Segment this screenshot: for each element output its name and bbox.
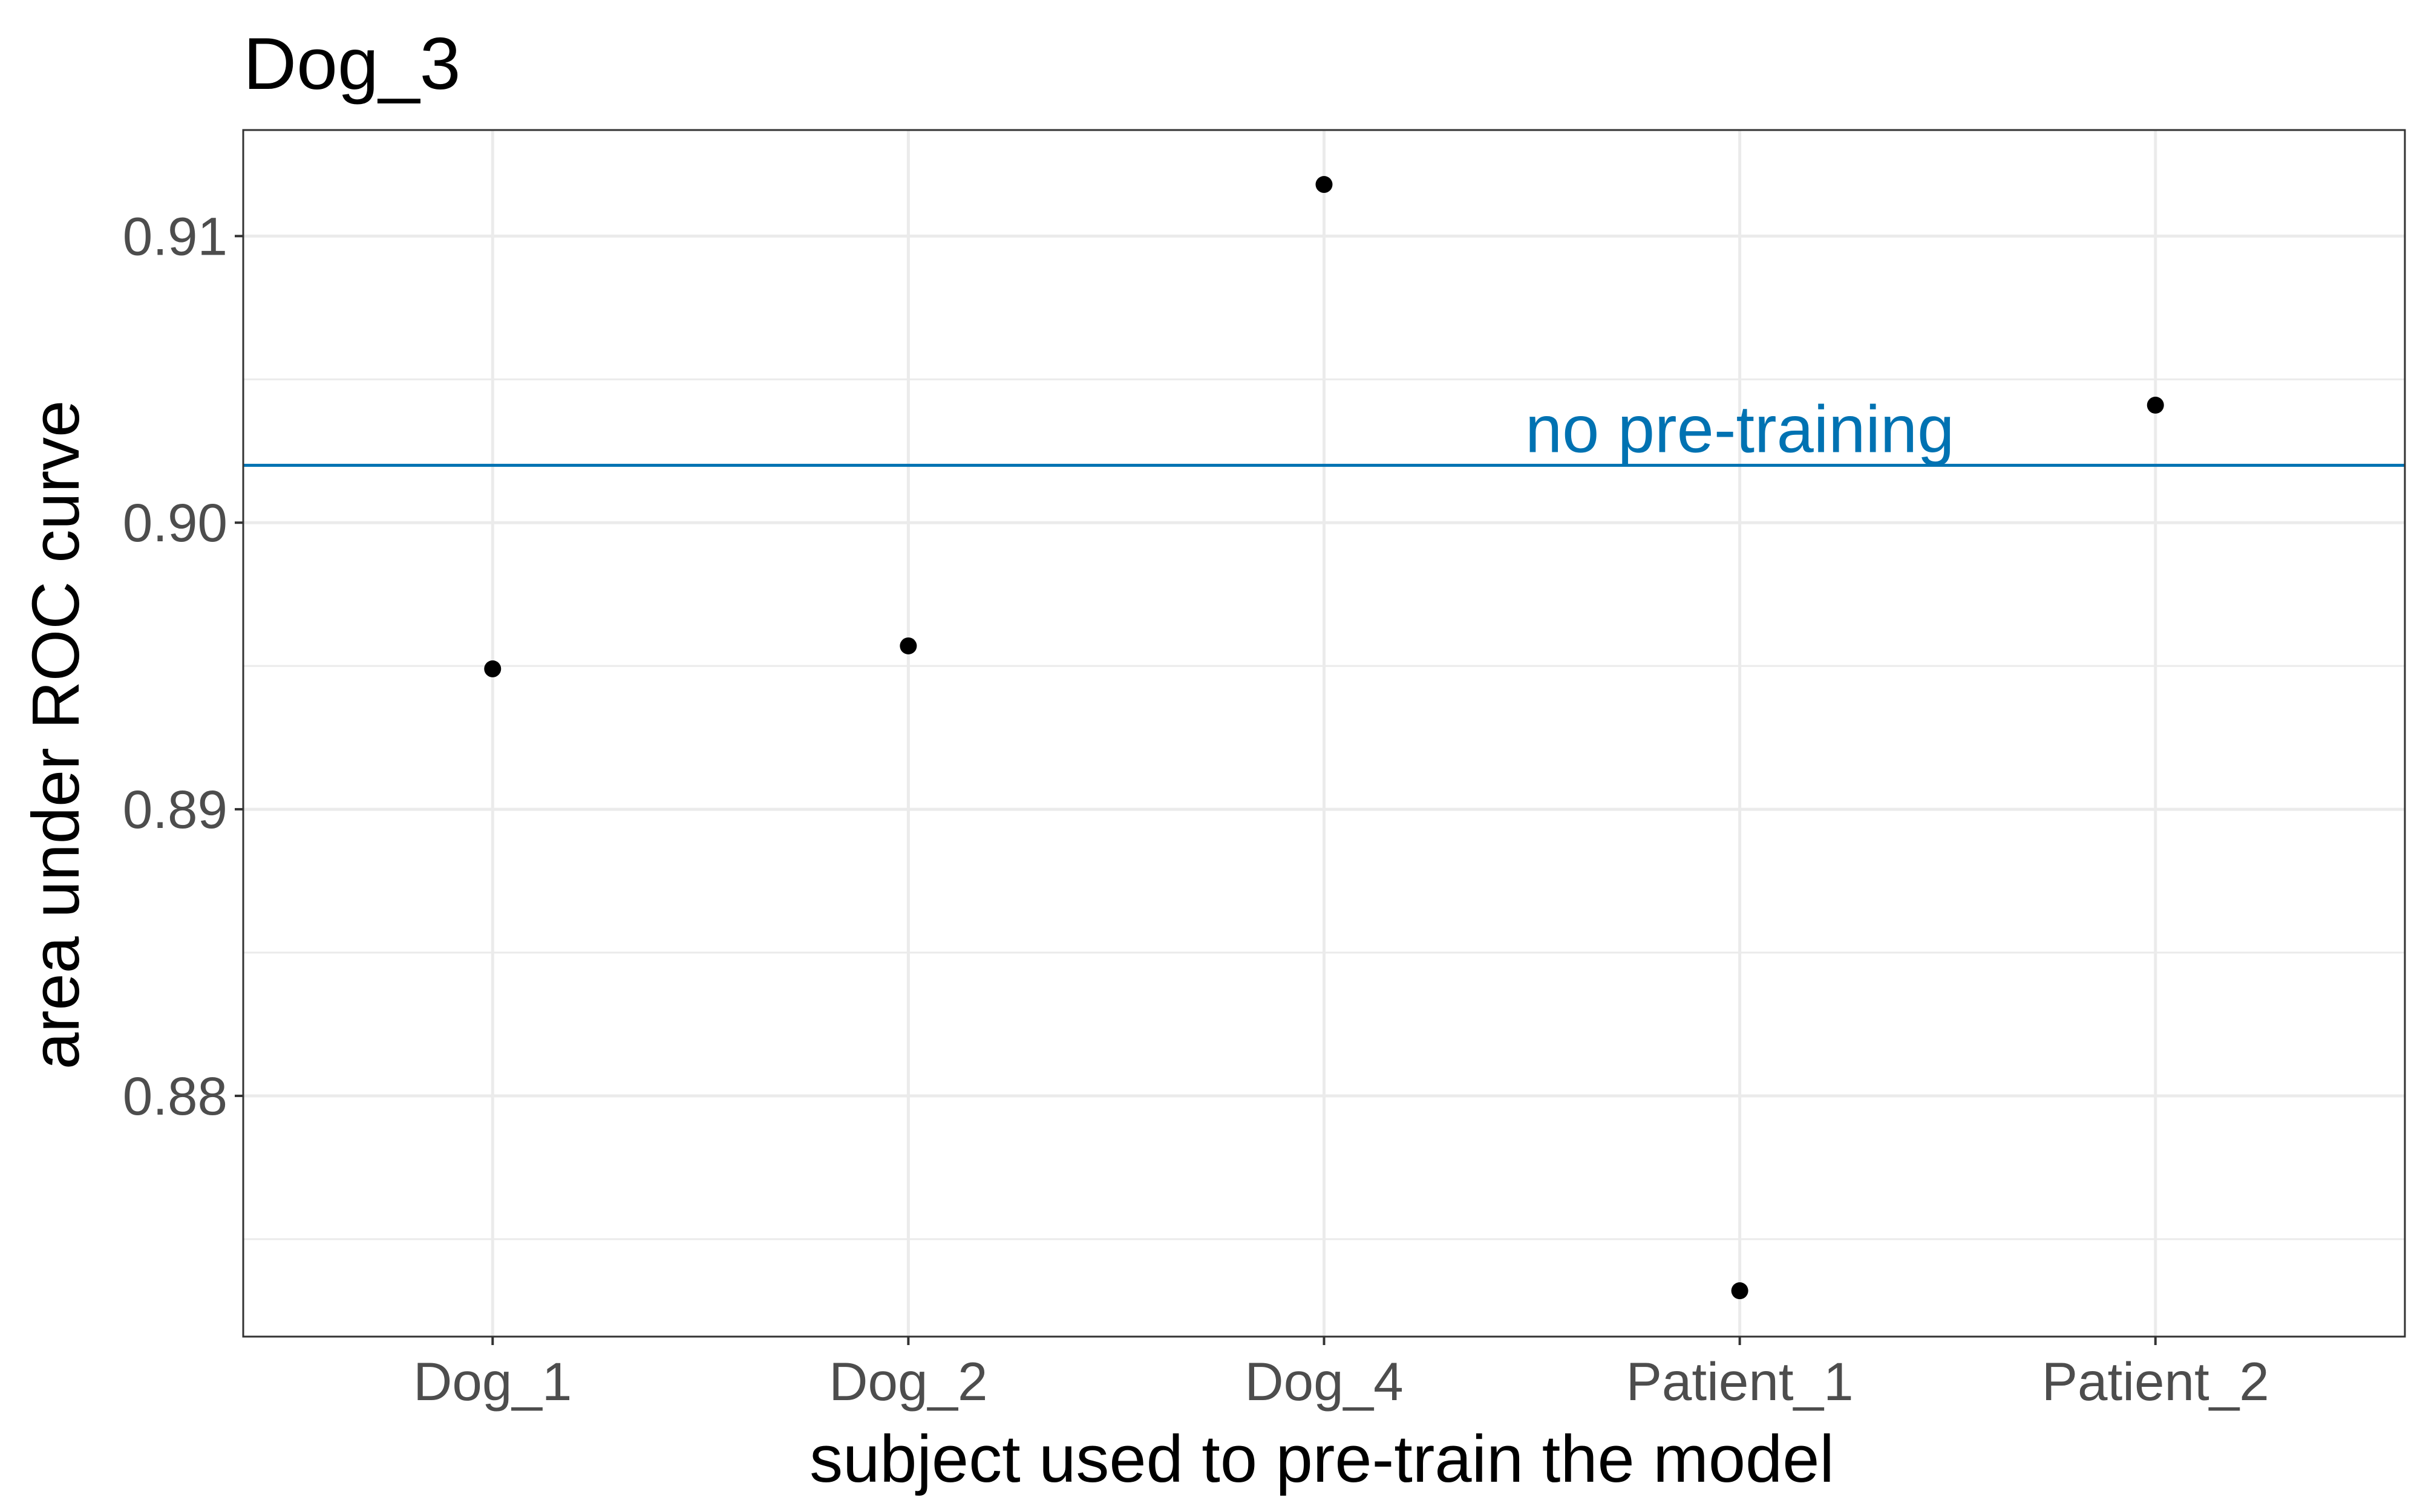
data-point-dog-1 <box>484 660 502 677</box>
x-axis-title: subject used to pre-train the model <box>809 1422 1834 1496</box>
data-point-dog-2 <box>900 637 917 654</box>
y-axis: 0.88 0.89 0.90 0.91 <box>123 206 243 1126</box>
x-tick-label: Dog_4 <box>1244 1351 1403 1412</box>
x-tick-label: Dog_2 <box>829 1351 987 1412</box>
grid <box>243 130 2405 1337</box>
chart-title: Dog_3 <box>243 22 461 105</box>
data-point-dog-4 <box>1315 176 1333 194</box>
data-point-patient-1 <box>1731 1282 1748 1300</box>
reference-line-group: no pre-training <box>243 392 2405 467</box>
x-tick-label: Patient_2 <box>2042 1351 2269 1412</box>
reference-line-label: no pre-training <box>1525 392 1954 466</box>
y-tick-label: 0.90 <box>123 492 227 553</box>
y-axis-title: area under ROC curve <box>19 400 93 1070</box>
y-tick-label: 0.89 <box>123 779 227 839</box>
y-tick-label: 0.91 <box>123 206 227 266</box>
data-point-patient-2 <box>2147 396 2164 414</box>
data-points <box>484 176 2164 1300</box>
x-axis: Dog_1 Dog_2 Dog_4 Patient_1 Patient_2 <box>413 1337 2269 1412</box>
x-tick-label: Dog_1 <box>413 1351 572 1412</box>
y-tick-label: 0.88 <box>123 1066 227 1126</box>
x-tick-label: Patient_1 <box>1626 1351 1854 1412</box>
